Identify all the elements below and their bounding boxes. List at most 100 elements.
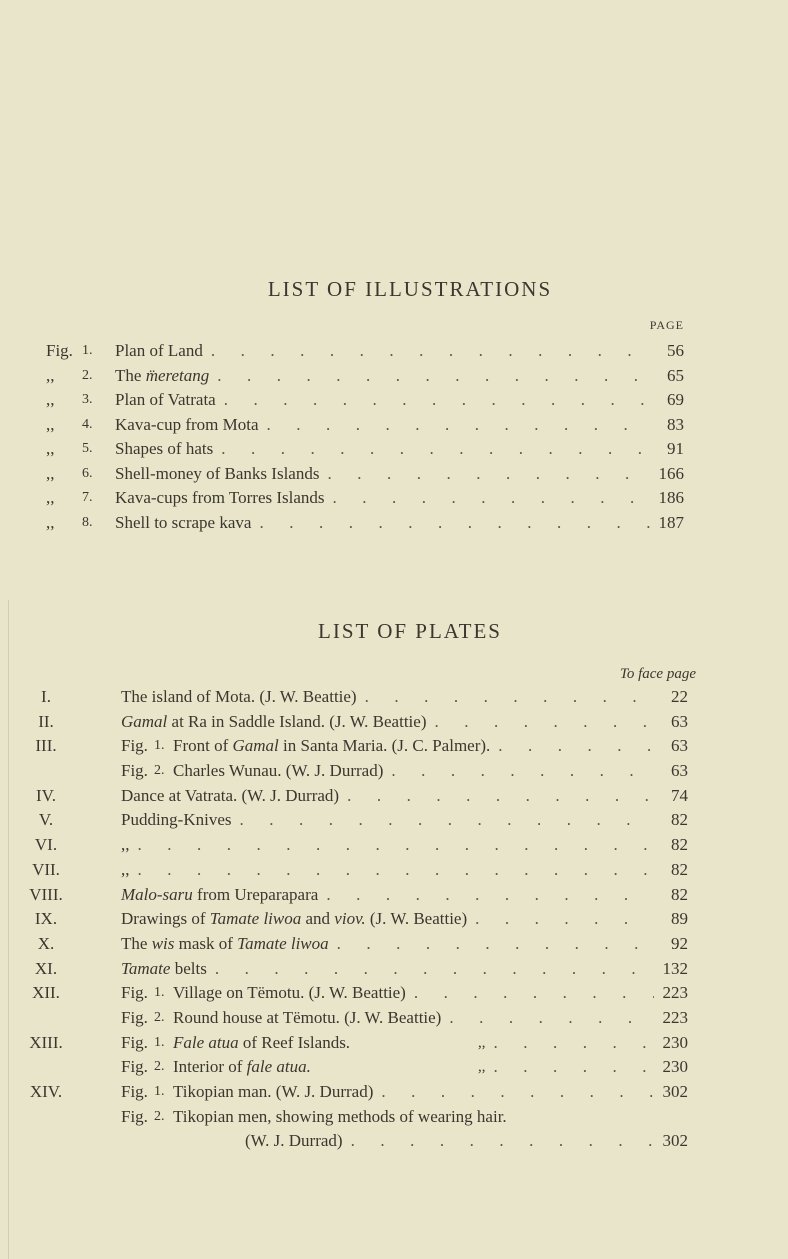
plate-numeral: I. <box>41 687 51 706</box>
figure-number: 2. <box>154 1009 165 1025</box>
page-number: 74 <box>671 785 688 805</box>
entry-title: Dance at Vatrata. (W. J. Durrad) <box>121 784 339 809</box>
entry-title: Round house at Tëmotu. (J. W. Beattie) <box>173 1006 441 1031</box>
entry-title-text: Tikopian men, showing methods of wearing… <box>173 1106 507 1126</box>
entry-title-italic: viov. <box>334 909 366 929</box>
entry-title-text: Dance at Vatrata. (W. J. Durrad) <box>121 785 340 805</box>
entry-title: Kava-cup from Mota <box>115 413 259 438</box>
figure-prefix: ,, <box>46 439 55 458</box>
entry-title-text: mask of <box>174 933 238 953</box>
dot-leader <box>217 364 650 389</box>
figure-prefix: Fig. <box>121 1057 148 1077</box>
dot-leader <box>365 685 654 710</box>
figure-number: 2. <box>154 1059 165 1075</box>
figure-prefix: Fig. <box>121 1082 148 1101</box>
illustration-entry: ,, 3. Plan of Vatrata 69 <box>0 388 788 413</box>
entry-title: Plan of Land <box>115 339 203 364</box>
entry-title-text: Drawings of <box>121 909 210 929</box>
entry-title: The m̈eretang <box>115 364 209 389</box>
page-number: 69 <box>667 390 684 409</box>
entry-title-italic: Malo-saru <box>121 884 193 904</box>
plate-numeral: X. <box>37 933 55 953</box>
plate-entry: VI. ,, 82 <box>0 833 788 858</box>
page-number: 223 <box>662 983 689 1003</box>
entry-title: Gamal at Ra in Saddle Island. (J. W. Bea… <box>121 710 426 735</box>
illustration-entry: ,, 8. Shell to scrape kava 187 <box>0 511 788 536</box>
page-number: 22 <box>671 687 688 706</box>
ditto-mark: ,, <box>478 1059 486 1076</box>
plate-entry: VIII. Malo-saru from Ureparapara 82 <box>0 883 788 908</box>
entry-title-italic: fale atua. <box>246 1057 311 1077</box>
figure-number: 6. <box>82 465 93 481</box>
figure-number: 1. <box>154 1034 165 1050</box>
entry-title: Pudding-Knives <box>121 808 232 833</box>
entry-title-text: Charles Wunau. (W. J. Durrad) <box>173 761 384 781</box>
figure-number: 1. <box>154 1084 165 1099</box>
plate-entry: X. The wis mask of Tamate liwoa 92 <box>0 932 788 957</box>
entry-title-text: belts <box>170 958 207 978</box>
page-number: 63 <box>671 736 688 756</box>
figure-number: 1. <box>154 738 165 754</box>
plate-numeral: VIII. <box>29 884 63 904</box>
page-number: 92 <box>671 933 688 953</box>
entry-title: Front of Gamal in Santa Maria. (J. C. Pa… <box>173 734 490 759</box>
dot-leader <box>138 858 655 883</box>
dot-leader <box>351 1129 654 1154</box>
figure-prefix: Fig. <box>46 341 73 360</box>
entry-title-text: Shell-money of Banks Islands <box>115 463 320 483</box>
entry-title: Tamate belts <box>121 957 207 982</box>
plates-list: I.The island of Mota. (J. W. Beattie)22I… <box>0 685 788 1154</box>
entry-title: Charles Wunau. (W. J. Durrad) <box>173 759 383 784</box>
entry-title-text: Kava-cups from Torres Islands <box>115 488 325 507</box>
entry-title-text: (W. J. Durrad) <box>245 1131 343 1151</box>
entry-title: Tikopian man. (W. J. Durrad) <box>173 1080 373 1105</box>
page-number: 63 <box>671 761 688 781</box>
page-number: 187 <box>658 512 685 532</box>
dot-leader <box>494 1055 655 1080</box>
plate-entry: XII. Fig. 1. Village on Tëmotu. (J. W. Beat… <box>0 981 788 1006</box>
illustrations-heading: LIST OF ILLUSTRATIONS <box>267 277 553 301</box>
entry-title-text: Plan of Land <box>115 341 203 360</box>
entry-title: Plan of Vatrata <box>115 388 216 413</box>
figure-prefix: Fig. <box>121 1007 148 1027</box>
figure-number: 2. <box>154 763 165 779</box>
illustration-entry: ,, 7. Kava-cups from Torres Islands 186 <box>0 486 788 511</box>
page-number: 82 <box>671 835 688 855</box>
plate-entry: Fig. 2. Round house at Tëmotu. (J. W. Beat… <box>0 1006 788 1031</box>
dot-leader <box>347 784 654 809</box>
dot-leader <box>414 981 654 1006</box>
page-number: 132 <box>662 958 689 978</box>
dot-leader <box>498 734 654 759</box>
dot-leader <box>449 1006 654 1031</box>
page-number: 186 <box>658 488 685 507</box>
illustration-entry: ,, 4. Kava-cup from Mota 83 <box>0 413 788 438</box>
plate-entry: Fig. 2. Tikopian men, showing methods of w… <box>0 1105 788 1130</box>
entry-title: Kava-cups from Torres Islands <box>115 486 325 511</box>
dot-leader <box>240 808 655 833</box>
dot-leader <box>327 462 650 487</box>
dot-leader <box>259 511 650 536</box>
plate-numeral: II. <box>38 711 54 731</box>
plate-numeral: XI. <box>34 958 58 978</box>
plate-entry: IV. Dance at Vatrata. (W. J. Durrad) 74 <box>0 784 788 809</box>
entry-title-italic: Gamal <box>232 736 279 756</box>
plate-entry: XIII. Fig. 1. Fale atua of Reef Islands.,, 2… <box>0 1031 788 1056</box>
plate-entry: Fig. 2. Charles Wunau. (W. J. Durrad) 63 <box>0 759 788 784</box>
entry-title-text: Kava-cup from Mota <box>115 414 259 434</box>
figure-prefix: Fig. <box>121 736 148 756</box>
plate-entry: V. Pudding-Knives 82 <box>0 808 788 833</box>
entry-title-text: The <box>115 365 146 385</box>
figure-prefix: ,, <box>46 365 55 385</box>
entry-title: Shell to scrape kava <box>115 511 251 536</box>
entry-title: Shell-money of Banks Islands <box>115 462 319 487</box>
plate-numeral: V. <box>38 810 54 830</box>
entry-title-text: Shapes of hats <box>115 439 214 458</box>
plate-numeral: XII. <box>32 983 60 1003</box>
illustration-entry: ,, 2. The m̈eretang 65 <box>0 364 788 389</box>
plate-entry: III. Fig. 1. Front of Gamal in Santa Maria.… <box>0 734 788 759</box>
figure-prefix: ,, <box>46 414 55 434</box>
dot-leader <box>337 932 654 957</box>
figure-number: 1. <box>82 343 93 358</box>
dot-leader <box>267 413 650 438</box>
entry-title-italic: Fale atua <box>173 1032 239 1052</box>
